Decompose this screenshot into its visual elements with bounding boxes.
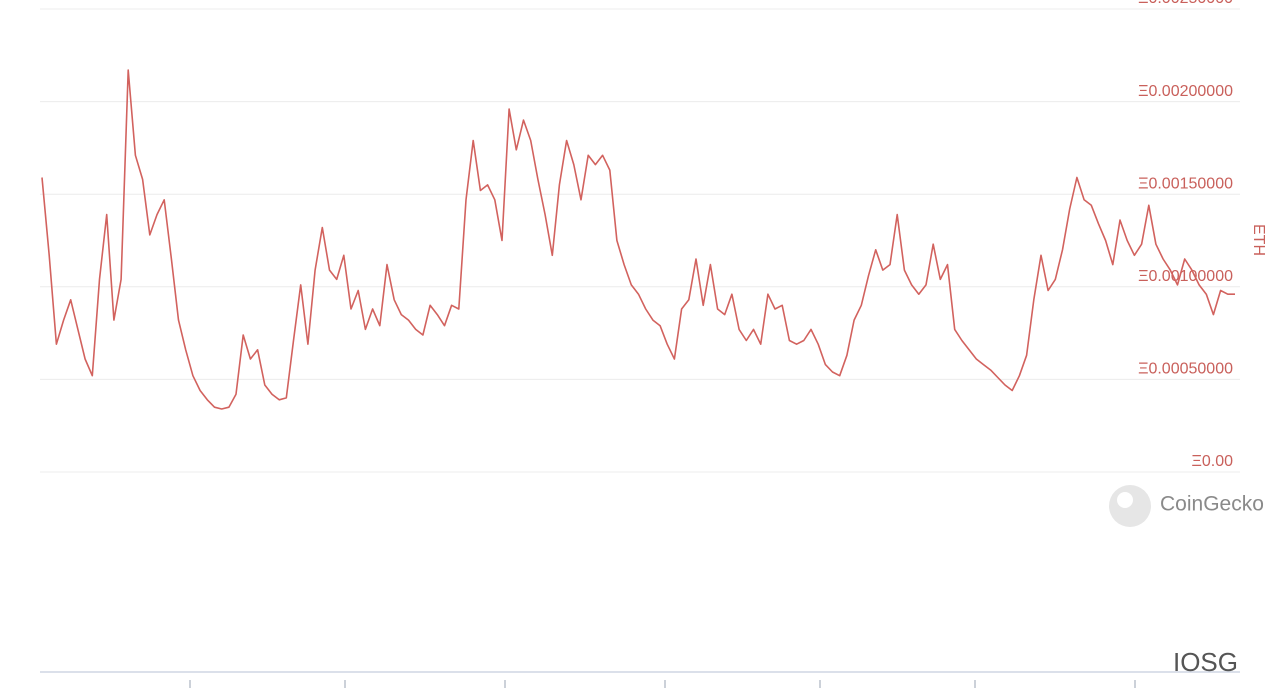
watermark: IOSG: [1173, 647, 1238, 677]
y-tick-label: Ξ0.00050000: [1138, 361, 1233, 378]
price-line: [41, 69, 1235, 410]
y-axis-title: ETH: [1250, 224, 1267, 256]
logo-eye: [1117, 492, 1133, 508]
y-tick-label: Ξ0.00250000: [1138, 0, 1233, 7]
y-tick-label: Ξ0.00150000: [1138, 175, 1233, 192]
logo-text: CoinGecko: [1160, 493, 1264, 516]
y-tick-label: Ξ0.00100000: [1138, 268, 1233, 285]
y-tick-label: Ξ0.00: [1191, 453, 1233, 470]
x-ticks: [189, 680, 1136, 688]
y-tick-label: Ξ0.00200000: [1138, 83, 1233, 100]
logo: CoinGecko: [1109, 485, 1264, 527]
